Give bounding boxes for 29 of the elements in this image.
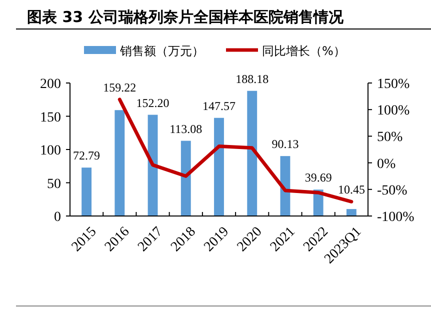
legend-label: 销售额（万元） [119,44,204,58]
data-label: 152.20 [136,96,170,110]
y2-tick-label: -100% [377,210,415,225]
data-label: 147.57 [202,98,236,113]
data-label: 90.13 [272,137,299,152]
y2-tick-label: 0% [377,156,396,172]
y2-tick-label: -50% [377,183,408,198]
bar [346,209,356,216]
bar [247,90,258,216]
legend-label: 同比增长（%） [262,44,346,58]
bar [180,140,191,216]
data-label: 39.69 [304,170,332,185]
y2-tick-label: 150% [377,77,410,92]
bar [214,118,224,216]
y-tick-label: 50 [47,176,61,192]
y-tick-label: 200 [40,77,61,92]
y-tick-label: 100 [40,144,61,158]
chart-title: 图表 33 公司瑞格列奈片全国样本医院销售情况 [27,8,344,26]
y2-tick-label: 100% [377,104,410,119]
y-tick-label: 0 [54,210,61,225]
y2-tick-label: 50% [377,130,403,146]
data-label: 188.18 [236,72,269,86]
data-label: 159.22 [103,80,136,94]
data-label: 72.79 [73,148,100,163]
data-label: 113.08 [170,122,202,136]
y-tick-label: 150 [40,110,61,126]
data-label: 10.45 [338,182,365,197]
bar [82,168,92,216]
bar [114,110,125,216]
